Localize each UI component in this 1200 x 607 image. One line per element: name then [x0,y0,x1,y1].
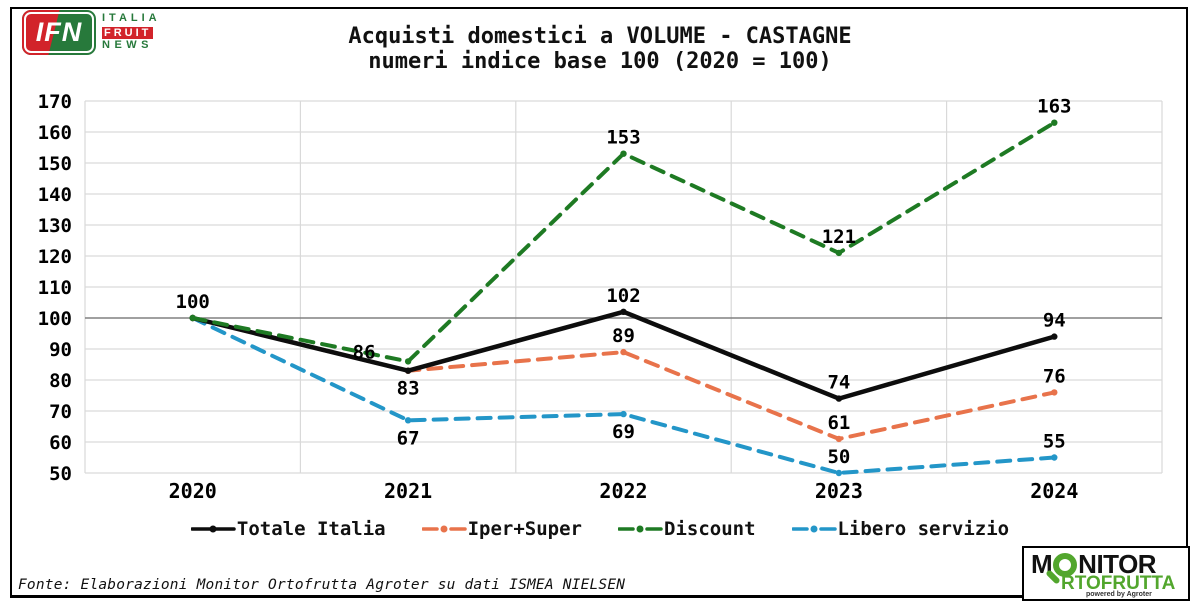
data-point-marker [620,410,627,418]
data-point-marker [1051,454,1058,461]
chart-title: Acquisti domestici a VOLUME - CASTAGNE [348,24,852,49]
monitor-wordmark-line2: RTOFRUTTA [1061,573,1176,594]
data-label: 74 [827,372,850,394]
data-point-marker [835,249,843,257]
legend-label: Iper+Super [467,518,582,540]
data-point-marker [404,367,412,374]
legend-label: Discount [664,518,756,540]
data-label: 67 [397,427,420,449]
y-axis-tick-label: 70 [49,401,72,423]
y-axis-tick-label: 110 [38,277,72,299]
y-axis-tick-label: 50 [49,463,72,485]
data-point-marker [620,308,627,315]
data-point-marker [835,469,843,477]
ifn-wordmark: ITALIA FRUIT NEWS [102,12,161,51]
magnifier-icon [1053,552,1078,577]
data-point-marker [1051,389,1058,396]
ifn-badge: IFN [22,10,96,55]
y-axis-tick-label: 170 [38,91,72,113]
data-label: 89 [612,325,635,347]
data-label: 61 [827,412,850,434]
legend-label: Libero servizio [837,518,1010,540]
data-point-marker [404,417,412,424]
legend-line-swatch [791,525,837,533]
y-axis-tick-label: 160 [38,122,72,144]
y-axis-tick-label: 60 [49,432,72,454]
legend-line-swatch [421,525,467,533]
ifn-news-text: NEWS [102,39,153,51]
ifn-fruit-text: FRUIT [102,27,154,39]
chart-legend: Totale Italia Iper+Super Discount Libero se… [0,518,1200,540]
legend-item-iper-super: Iper+Super [421,518,582,540]
data-point-marker [1051,333,1058,340]
data-label: 76 [1043,365,1066,387]
ifn-acronym: IFN [35,17,83,47]
x-axis-tick-label: 2024 [1030,479,1078,503]
legend-line-swatch [618,525,663,533]
data-point-marker [1051,119,1058,126]
ifn-logo: IFN ITALIA FRUIT NEWS [22,10,162,56]
ifn-badge-inner-outline [24,12,94,53]
data-label: 100 [176,291,210,313]
data-label: 163 [1037,96,1071,118]
legend-item-libero-servizio: Libero servizio [791,518,1010,540]
source-note: Fonte: Elaborazioni Monitor Ortofrutta A… [18,577,626,593]
data-label: 94 [1043,310,1066,332]
monitor-ortofrutta-logo: M NITOR RTOFRUTTA powered by Agroter [1022,546,1190,601]
monitor-wordmark-line1: M NITOR [1031,549,1157,580]
data-point-marker [189,314,196,322]
x-axis-tick-label: 2021 [384,479,432,503]
data-label: 55 [1043,431,1066,453]
data-point-marker [835,435,843,443]
data-point-marker [620,150,627,157]
data-label: 69 [612,421,635,443]
data-label: 86 [353,341,376,363]
chart-title-block: Acquisti domestici a VOLUME - CASTAGNE n… [0,24,1200,74]
y-axis-tick-label: 150 [38,153,72,175]
x-axis-tick-label: 2022 [599,479,647,503]
legend-item-totale-italia: Totale Italia [190,518,386,540]
powered-by-agroter: powered by Agroter [1086,591,1152,598]
legend-label: Totale Italia [236,518,386,540]
data-label: 83 [397,378,420,400]
chart-subtitle: numeri indice base 100 (2020 = 100) [368,49,832,74]
data-label: 102 [606,285,640,307]
chart-frame [10,7,1188,598]
y-axis-tick-label: 140 [38,184,72,206]
data-point-marker [620,348,627,356]
x-axis-tick-label: 2020 [169,479,217,503]
y-axis-tick-label: 130 [38,215,72,237]
data-point-marker [835,395,843,402]
data-label: 50 [827,446,850,468]
y-axis-tick-label: 120 [38,246,72,268]
monitor-letters-nitor: NITOR [1078,549,1157,579]
y-axis-tick-label: 80 [49,370,72,392]
data-label: 153 [606,127,640,149]
legend-item-discount: Discount [618,518,756,540]
y-axis-tick-label: 90 [49,339,72,361]
x-axis-tick-label: 2023 [815,479,863,503]
data-point-marker [404,358,412,365]
data-label: 121 [822,226,856,248]
ifn-italia-text: ITALIA [102,12,161,24]
legend-line-swatch [190,525,236,533]
y-axis-tick-label: 100 [38,308,72,330]
